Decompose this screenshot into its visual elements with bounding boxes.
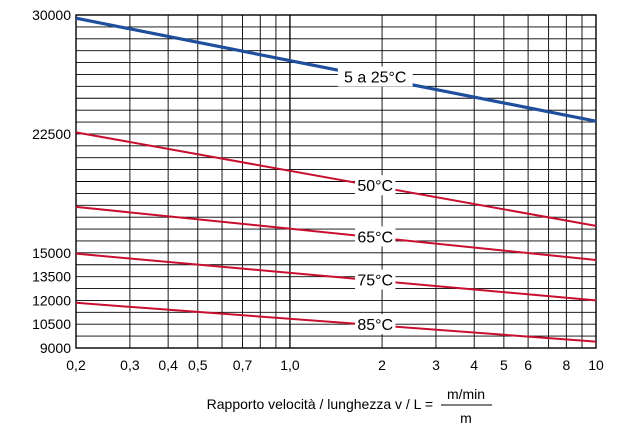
y-tick-label: 22500 xyxy=(32,126,71,142)
x-tick-label: 8 xyxy=(562,357,570,373)
x-tick-labels: 0,2 0,3 0,4 0,5 0,7 1,0 2 3 4 5 6 8 10 xyxy=(66,357,604,373)
x-axis-label-numerator: m/min xyxy=(447,386,485,402)
y-tick-label: 9000 xyxy=(40,340,71,356)
y-tick-label: 15000 xyxy=(32,245,71,261)
x-axis-label-denominator: m xyxy=(460,410,472,426)
x-tick-label: 2 xyxy=(378,357,386,373)
series-label-background xyxy=(355,314,396,335)
series-label: 75°C xyxy=(357,273,393,290)
x-tick-label: 3 xyxy=(432,357,440,373)
series-line xyxy=(75,205,597,261)
x-tick-label: 5 xyxy=(500,357,508,373)
x-axis-label-prefix: Rapporto velocità / lunghezza v / L = xyxy=(207,396,433,412)
x-tick-label: 0,4 xyxy=(158,357,178,373)
y-tick-label: 30000 xyxy=(32,7,71,23)
series-line xyxy=(75,16,597,123)
series-line xyxy=(75,252,597,302)
x-tick-label: 10 xyxy=(588,357,604,373)
horizontal-grid xyxy=(76,26,596,337)
curves: 5 a 25°C 50°C 65°C 75°C 85°C xyxy=(75,16,597,343)
series-label-background xyxy=(355,175,396,196)
y-tick-label: 10500 xyxy=(32,316,71,332)
y-tick-label: 12000 xyxy=(32,292,71,308)
series-label-background xyxy=(355,226,396,247)
series-label: 65°C xyxy=(357,229,393,246)
series-line xyxy=(75,301,597,343)
series-label-background xyxy=(355,269,396,290)
series-label: 5 a 25°C xyxy=(344,69,406,86)
x-tick-label: 1,0 xyxy=(280,357,300,373)
x-tick-label: 0,5 xyxy=(188,357,208,373)
series-label: 50°C xyxy=(357,178,393,195)
x-tick-label: 0,7 xyxy=(233,357,253,373)
x-tick-label: 0,3 xyxy=(120,357,140,373)
y-tick-labels: 30000 22500 15000 13500 12000 10500 9000 xyxy=(32,7,71,356)
series-line xyxy=(75,131,597,227)
plot-frame xyxy=(75,14,597,349)
x-tick-label: 6 xyxy=(524,357,532,373)
y-tick-label: 13500 xyxy=(32,269,71,285)
x-axis-label: Rapporto velocità / lunghezza v / L = m/… xyxy=(207,386,492,426)
x-tick-label: 4 xyxy=(470,357,478,373)
series-label-background xyxy=(337,66,413,87)
series-label: 85°C xyxy=(357,317,393,334)
x-tick-label: 0,2 xyxy=(66,357,86,373)
